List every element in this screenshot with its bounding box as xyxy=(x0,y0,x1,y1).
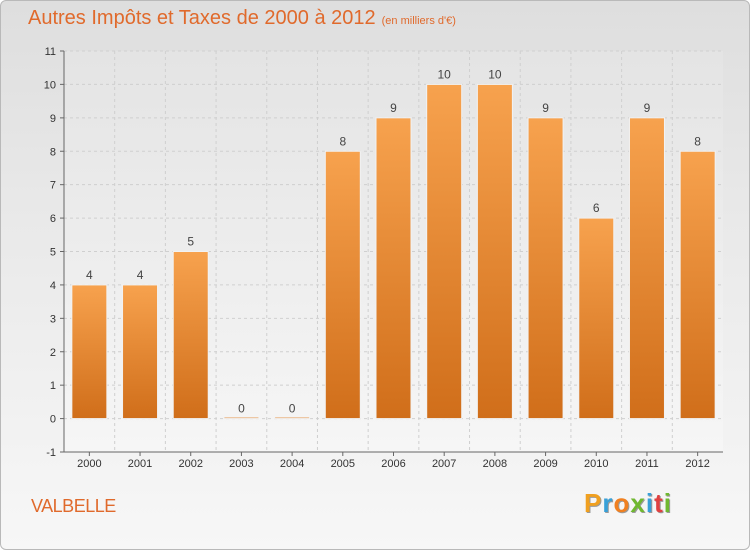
data-label: 5 xyxy=(187,235,194,249)
bar xyxy=(71,284,108,420)
logo-letter: o xyxy=(613,488,631,518)
x-tick-label: 2006 xyxy=(381,458,405,470)
data-label: 9 xyxy=(390,101,397,115)
y-tick-label: 0 xyxy=(50,414,56,426)
bar xyxy=(679,150,716,420)
bar xyxy=(122,284,159,420)
logo-letter: i xyxy=(663,488,672,518)
bar xyxy=(527,117,564,420)
y-tick-label: 4 xyxy=(50,280,56,292)
x-tick-label: 2012 xyxy=(685,458,709,470)
data-label: 9 xyxy=(542,101,549,115)
chart-title: Autres Impôts et Taxes de 2000 à 2012 (en… xyxy=(28,7,456,29)
y-tick-label: 1 xyxy=(50,380,56,392)
bar xyxy=(578,217,615,420)
bar xyxy=(426,83,463,420)
x-tick-label: 2011 xyxy=(635,458,659,470)
data-label: 9 xyxy=(644,101,651,115)
x-tick-label: 2005 xyxy=(331,458,355,470)
x-tick-label: 2001 xyxy=(128,458,152,470)
x-tick-label: 2008 xyxy=(483,458,507,470)
x-tick-label: 2009 xyxy=(533,458,557,470)
y-tick-label: 8 xyxy=(50,146,56,158)
data-label: 4 xyxy=(86,268,93,282)
x-tick-label: 2002 xyxy=(178,458,202,470)
y-tick-label: 6 xyxy=(50,213,56,225)
x-tick-label: 2000 xyxy=(77,458,101,470)
x-tick-label: 2003 xyxy=(229,458,253,470)
data-label: 6 xyxy=(593,201,600,215)
logo-letter: P xyxy=(584,488,603,518)
data-label: 10 xyxy=(438,67,452,81)
x-tick-label: 2004 xyxy=(280,458,304,470)
y-tick-label: 5 xyxy=(50,247,56,259)
bar xyxy=(324,150,361,420)
y-tick-label: -1 xyxy=(46,447,56,459)
logo-letter: t xyxy=(654,488,664,518)
location-label: VALBELLE xyxy=(31,496,116,516)
data-label: 0 xyxy=(289,402,296,416)
data-label: 4 xyxy=(137,268,144,282)
y-tick-label: 9 xyxy=(50,113,56,125)
logo-letter: i xyxy=(645,488,655,518)
proxiti-logo: Proxiti xyxy=(584,488,672,519)
data-label: 10 xyxy=(488,67,502,81)
y-tick-label: 10 xyxy=(44,79,56,91)
bar xyxy=(375,117,412,420)
data-label: 0 xyxy=(238,402,245,416)
bar xyxy=(274,416,311,420)
y-tick-label: 2 xyxy=(50,347,56,359)
bar xyxy=(223,416,260,420)
x-tick-label: 2010 xyxy=(584,458,608,470)
y-tick-label: 7 xyxy=(50,180,56,192)
bar xyxy=(476,83,513,420)
bar xyxy=(172,251,209,420)
bar xyxy=(628,117,665,420)
logo-letter: x xyxy=(630,488,646,518)
data-label: 8 xyxy=(339,134,346,148)
logo-letter: r xyxy=(602,488,614,518)
y-tick-label: 3 xyxy=(50,313,56,325)
x-tick-label: 2007 xyxy=(432,458,456,470)
y-tick-label: 11 xyxy=(45,46,56,58)
chart-subtitle: (en milliers d'€) xyxy=(381,15,456,27)
data-label: 8 xyxy=(694,134,701,148)
